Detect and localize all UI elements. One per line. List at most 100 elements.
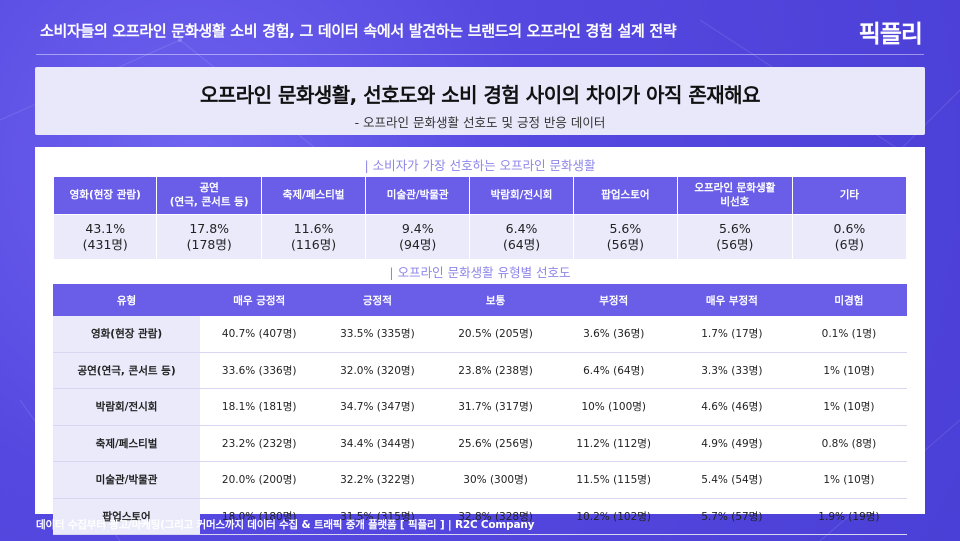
- header-line1: 박람회/전시회: [490, 188, 553, 201]
- value-cell: 11.5% (115명): [554, 461, 673, 499]
- value-cell: 18.1% (181명): [200, 388, 319, 426]
- type-table-column-header: 보통: [436, 284, 555, 316]
- value-cell: 3.3% (33명): [672, 352, 791, 389]
- value-cell: 5.4% (54명): [672, 461, 791, 499]
- row-label-cell: 영화(현장 관람): [53, 316, 201, 353]
- header-line1: 공연: [199, 182, 219, 195]
- preference-value-cell: 6.4% (64명): [469, 214, 574, 259]
- header-line1: 미술관/박물관: [386, 188, 449, 201]
- section-marker-icon: |: [389, 265, 394, 280]
- preference-column-header: 미술관/박물관: [365, 176, 471, 215]
- preference-column-header: 공연 (연극, 콘서트 등): [156, 176, 262, 215]
- header-line2: (연극, 콘서트 등): [169, 195, 249, 208]
- preference-percent: 0.6%: [833, 220, 866, 236]
- preference-column-header: 박람회/전시회: [469, 176, 574, 215]
- value-cell: 32.2% (322명): [318, 461, 437, 499]
- header-line1: 오프라인 문화생활: [694, 182, 776, 195]
- value-cell: 1.7% (17명): [672, 316, 791, 353]
- value-cell: 1% (10명): [790, 388, 907, 426]
- value-cell: 20.5% (205명): [436, 316, 555, 353]
- value-cell: 32.0% (320명): [318, 352, 437, 389]
- header-line2: 비선호: [720, 195, 750, 208]
- row-label-cell: 미술관/박물관: [53, 461, 201, 499]
- brand-logo: 픽플리: [858, 20, 923, 48]
- section-title-preference-text: 소비자가 가장 선호하는 오프라인 문화생활: [372, 158, 596, 173]
- preference-value-cell: 17.8% (178명): [156, 214, 262, 259]
- headline-title: 오프라인 문화생활, 선호도와 소비 경험 사이의 차이가 아직 존재해요: [199, 83, 761, 107]
- preference-value-cell: 9.4% (94명): [365, 214, 471, 259]
- value-cell: 25.6% (256명): [436, 425, 555, 462]
- headline-banner: 오프라인 문화생활, 선호도와 소비 경험 사이의 차이가 아직 존재해요 - …: [35, 67, 925, 135]
- preference-value-cell: 5.6% (56명): [572, 214, 678, 259]
- preference-column-header: 영화(현장 관람): [52, 176, 158, 215]
- value-cell: 10% (100명): [554, 388, 673, 426]
- type-table-header-row: 유형 매우 긍정적 긍정적 보통 부정적 매우 부정적 미경험: [53, 284, 907, 316]
- preference-value-row: 43.1% (431명) 17.8% (178명) 11.6% (116명) 9.4% (94…: [52, 214, 908, 259]
- preference-column-header: 오프라인 문화생활 비선호: [676, 176, 793, 215]
- value-cell: 10.2% (102명): [554, 498, 673, 535]
- header-line1: 팝업스토어: [601, 188, 650, 201]
- section-title-by-type-text: 오프라인 문화생활 유형별 선호도: [397, 265, 571, 280]
- value-cell: 40.7% (407명): [200, 316, 319, 353]
- value-cell: 1% (10명): [790, 461, 907, 499]
- type-preference-table: 유형 매우 긍정적 긍정적 보통 부정적 매우 부정적 미경험 영화(현장 관람) 40.7%…: [53, 284, 907, 535]
- value-cell: 33.5% (335명): [318, 316, 437, 353]
- preference-table: 영화(현장 관람) 공연 (연극, 콘서트 등) 축제/페스티벌 미술관/박물관 박람회/…: [52, 176, 908, 259]
- row-label-cell: 공연(연극, 콘서트 등): [53, 352, 201, 389]
- value-cell: 30% (300명): [436, 461, 555, 499]
- preference-count: (116명): [291, 237, 337, 252]
- value-cell: 33.6% (336명): [200, 352, 319, 389]
- value-cell: 11.2% (112명): [554, 425, 673, 462]
- preference-column-header: 기타: [791, 176, 908, 215]
- headline-subtitle: - 오프라인 문화생활 선호도 및 긍정 반응 데이터: [354, 115, 606, 130]
- section-title-by-type: | 오프라인 문화생활 유형별 선호도: [35, 262, 925, 281]
- preference-percent: 43.1%: [85, 220, 126, 236]
- type-table-column-header: 유형: [53, 284, 201, 316]
- preference-percent: 17.8%: [189, 220, 230, 236]
- value-cell: 23.8% (238명): [436, 352, 555, 389]
- content-panel: | 소비자가 가장 선호하는 오프라인 문화생활 영화(현장 관람) 공연 (연극, …: [35, 147, 925, 535]
- section-marker-icon: |: [364, 158, 369, 173]
- preference-count: (94명): [399, 237, 437, 252]
- preference-count: (6명): [834, 237, 865, 252]
- value-cell: 34.7% (347명): [318, 388, 437, 426]
- value-cell: 18.0% (180명): [200, 498, 319, 535]
- value-cell: 0.8% (8명): [790, 425, 907, 462]
- type-table-column-header: 미경험: [790, 284, 907, 316]
- value-cell: 31.5% (315명): [318, 498, 437, 535]
- value-cell: 0.1% (1명): [790, 316, 907, 353]
- value-cell: 4.9% (49명): [672, 425, 791, 462]
- row-label-cell: 축제/페스티벌: [53, 425, 201, 462]
- preference-percent: 6.4%: [505, 220, 538, 236]
- value-cell: 20.0% (200명): [200, 461, 319, 499]
- header-divider: [36, 54, 924, 55]
- footer-text: 데이터 수집부터 광고/마케팅(그리고 커머스까지 데이터 수집 & 트래픽 중…: [36, 519, 535, 531]
- table-row: 미술관/박물관 20.0% (200명) 32.2% (322명) 30% (300명…: [53, 461, 907, 499]
- preference-count: (56명): [606, 237, 644, 252]
- value-cell: 5.7% (57명): [672, 498, 791, 535]
- section-title-preference: | 소비자가 가장 선호하는 오프라인 문화생활: [35, 155, 925, 174]
- page-title: 소비자들의 오프라인 문화생활 소비 경험, 그 데이터 속에서 발견하는 브랜…: [40, 22, 677, 40]
- table-row: 팝업스토어 18.0% (180명) 31.5% (315명) 32.8% (328명…: [53, 498, 907, 535]
- preference-percent: 5.6%: [718, 220, 751, 236]
- preference-column-header: 축제/페스티벌: [260, 176, 367, 215]
- header-line1: 영화(현장 관람): [69, 188, 141, 201]
- preference-count: (431명): [82, 237, 128, 252]
- type-table-column-header: 매우 긍정적: [200, 284, 319, 316]
- preference-header-row: 영화(현장 관람) 공연 (연극, 콘서트 등) 축제/페스티벌 미술관/박물관 박람회/…: [52, 176, 908, 215]
- table-row: 축제/페스티벌 23.2% (232명) 34.4% (344명) 25.6% (25…: [53, 425, 907, 462]
- type-table-column-header: 부정적: [554, 284, 673, 316]
- header-line1: 축제/페스티벌: [282, 188, 345, 201]
- value-cell: 34.4% (344명): [318, 425, 437, 462]
- value-cell: 6.4% (64명): [554, 352, 673, 389]
- header-line1: 기타: [839, 188, 860, 201]
- value-cell: 1.9% (19명): [790, 498, 907, 535]
- row-label-cell: 박람회/전시회: [53, 388, 201, 426]
- preference-value-cell: 43.1% (431명): [52, 214, 158, 259]
- row-label-cell: 팝업스토어: [53, 498, 201, 535]
- preference-column-header: 팝업스토어: [572, 176, 678, 215]
- value-cell: 3.6% (36명): [554, 316, 673, 353]
- preference-value-cell: 5.6% (56명): [676, 214, 793, 259]
- preference-value-cell: 0.6% (6명): [791, 214, 908, 259]
- value-cell: 1% (10명): [790, 352, 907, 389]
